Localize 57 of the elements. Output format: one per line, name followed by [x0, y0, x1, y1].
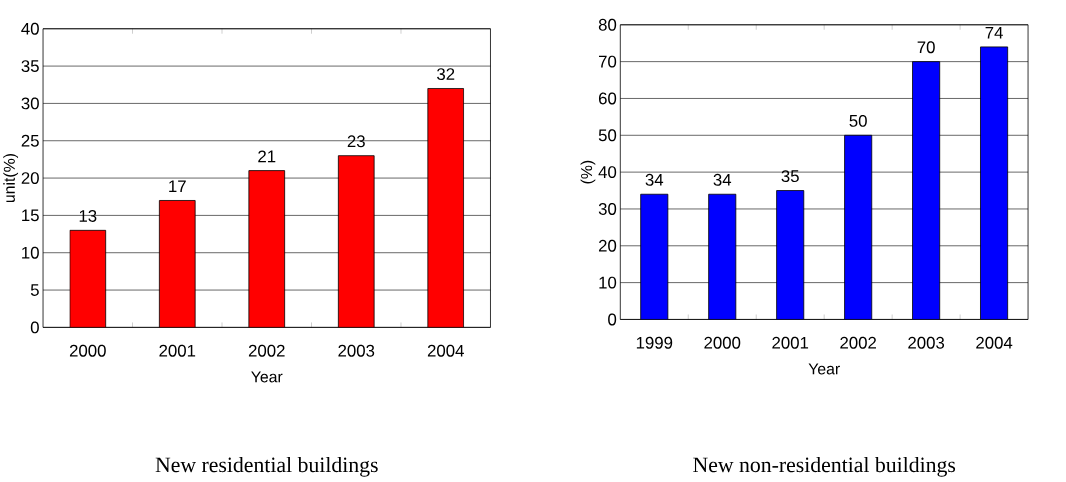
y-tick-label: 25: [21, 134, 39, 147]
data-label: 23: [347, 135, 365, 148]
x-tick-label: 2004: [427, 344, 464, 357]
y-tick-label: 60: [598, 92, 617, 105]
x-tick-label: 2001: [772, 336, 809, 349]
x-tick-label: 2002: [840, 336, 876, 349]
bar: [844, 134, 873, 320]
bar: [337, 155, 375, 328]
y-tick-label: 0: [608, 313, 617, 326]
y-axis-title: (%): [580, 160, 596, 184]
data-label: 34: [645, 173, 664, 186]
data-label: 34: [713, 173, 732, 186]
data-label: 50: [849, 114, 867, 127]
x-tick-label: 2003: [338, 344, 375, 357]
bar: [640, 193, 669, 320]
y-axis-title: unit(%): [3, 153, 19, 203]
bar: [776, 190, 805, 320]
bar: [158, 199, 196, 328]
y-tick-label: 30: [21, 97, 39, 110]
text: New non-residential buildings: [693, 456, 956, 477]
data-label: 17: [169, 180, 186, 192]
data-label: 35: [781, 170, 799, 183]
bar: [427, 88, 465, 328]
y-tick-label: 40: [598, 166, 617, 178]
bar: [248, 170, 286, 328]
y-tick-label: 10: [599, 276, 617, 289]
y-tick-label: 70: [598, 55, 617, 68]
x-tick-label: 2000: [69, 344, 106, 357]
bar: [708, 193, 737, 320]
y-tick-label: 80: [598, 18, 617, 31]
bar: [69, 229, 107, 328]
x-axis-title: Year: [251, 371, 283, 383]
x-tick-label: 2000: [704, 336, 741, 349]
y-tick-label: 40: [21, 22, 39, 35]
data-label: 70: [917, 41, 935, 54]
y-tick-label: 15: [22, 209, 39, 222]
x-tick-label: 2001: [159, 344, 196, 357]
y-tick-label: 5: [30, 284, 39, 296]
bar: [912, 61, 941, 320]
bar: [980, 46, 1009, 320]
data-label: 21: [258, 150, 276, 163]
y-tick-label: 0: [30, 321, 39, 334]
data-label: 13: [79, 209, 97, 222]
x-axis-title: Year: [808, 363, 840, 375]
x-tick-label: 2002: [248, 344, 285, 357]
y-tick-label: 10: [22, 246, 39, 259]
y-tick-label: 35: [21, 60, 39, 72]
x-tick-label: 2004: [976, 336, 1013, 349]
x-tick-label: 1999: [636, 336, 673, 349]
y-tick-label: 50: [598, 129, 617, 142]
data-label: 74: [985, 26, 1003, 39]
y-tick-label: 20: [598, 239, 617, 252]
y-tick-label: 30: [598, 202, 617, 215]
x-tick-label: 2003: [908, 336, 945, 349]
text: New residential buildings: [155, 456, 378, 477]
y-tick-label: 20: [21, 172, 39, 184]
data-label: 32: [437, 68, 455, 80]
